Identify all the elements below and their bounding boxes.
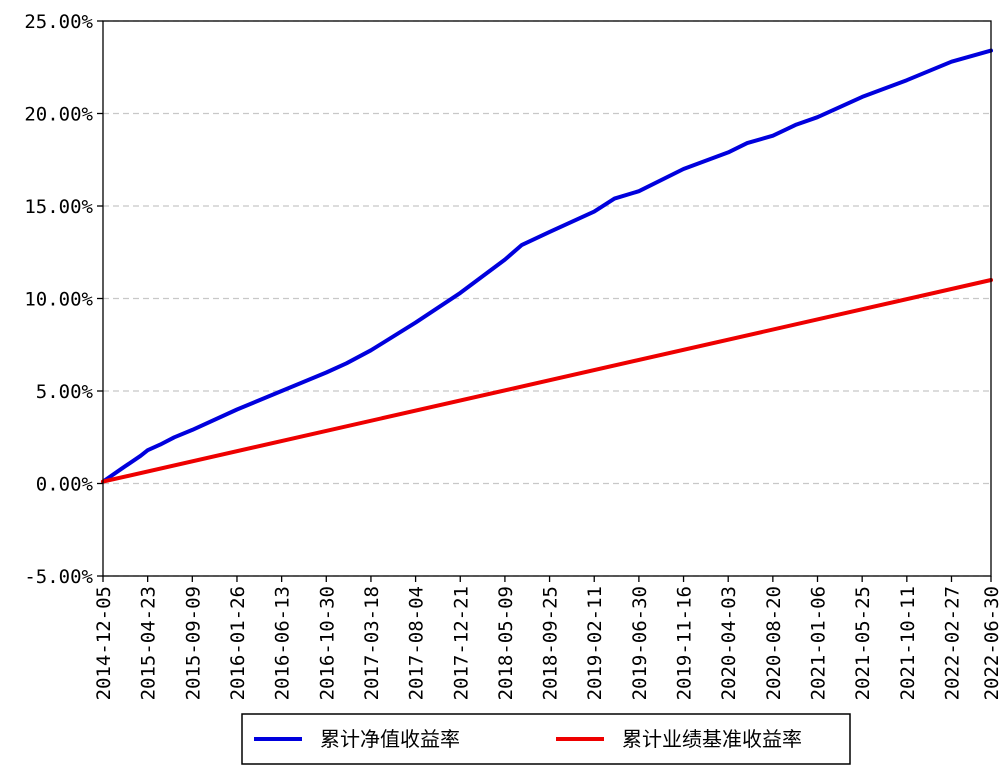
x-tick-label: 2020-08-20	[763, 586, 785, 700]
x-tick-label: 2017-12-21	[450, 586, 472, 700]
x-tick-label: 2021-01-06	[808, 586, 830, 700]
legend-label-benchmark: 累计业绩基准收益率	[622, 727, 802, 751]
legend-box	[241, 713, 851, 765]
x-tick-label: 2016-06-13	[272, 586, 294, 700]
x-tick-label: 2015-09-09	[182, 586, 204, 700]
x-tick-label: 2021-10-11	[897, 586, 919, 700]
legend: 累计净值收益率 累计业绩基准收益率	[241, 713, 851, 765]
x-tick-label: 2019-02-11	[584, 586, 606, 700]
x-tick-label: 2014-12-05	[93, 586, 115, 700]
x-tick-label: 2016-10-30	[316, 586, 338, 700]
x-tick-label: 2019-11-16	[674, 586, 696, 700]
x-tick-label: 2021-05-25	[852, 586, 874, 700]
y-tick-label: 10.00%	[24, 289, 93, 311]
x-tick-label: 2016-01-26	[227, 586, 249, 700]
x-tick-label: 2015-04-23	[138, 586, 160, 700]
y-tick-label: -5.00%	[24, 566, 93, 588]
y-tick-label: 5.00%	[36, 381, 94, 403]
y-tick-label: 25.00%	[24, 11, 93, 33]
x-tick-label: 2018-05-09	[495, 586, 517, 700]
legend-label-net-value: 累计净值收益率	[320, 727, 460, 751]
y-tick-label: 15.00%	[24, 196, 93, 218]
series-benchmark-line	[101, 278, 993, 484]
x-tick-label: 2022-02-27	[941, 586, 963, 700]
x-tick-label: 2020-04-03	[718, 586, 740, 700]
y-tick-label: 0.00%	[36, 474, 94, 496]
x-tick-label: 2017-03-18	[361, 586, 383, 700]
series-lines	[101, 48, 993, 484]
grid-lines	[103, 20, 991, 577]
y-tick-label: 20.00%	[24, 104, 93, 126]
x-tick-label: 2017-08-04	[406, 586, 428, 700]
x-axis: 2014-12-05 2015-04-23 2015-09-09 2016-01-26…	[93, 576, 1002, 700]
x-tick-label: 2019-06-30	[629, 586, 651, 700]
y-axis: -5.00% 0.00% 5.00% 10.00% 15.00% 20.00% 25.00%	[24, 11, 103, 588]
x-tick-label: 2018-09-25	[540, 586, 562, 700]
x-tick-label: 2022-06-30	[981, 586, 1002, 700]
series-net-value-line	[101, 48, 993, 484]
